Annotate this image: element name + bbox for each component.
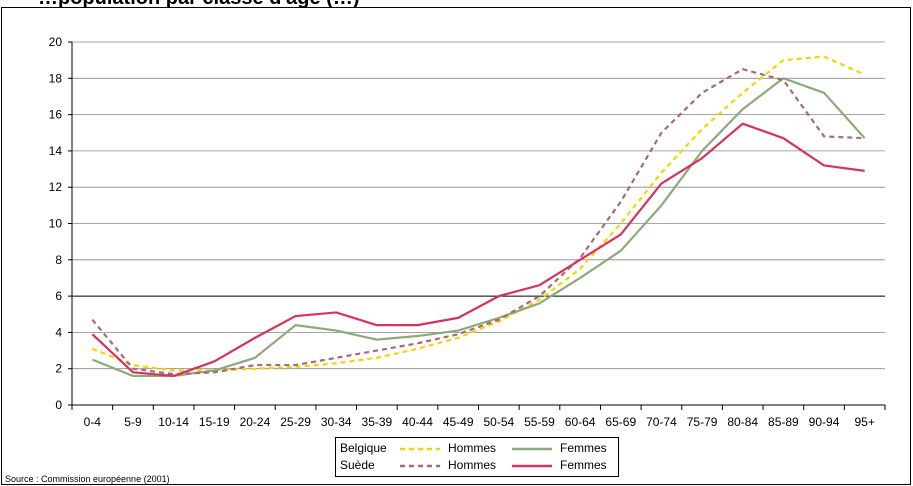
y-tick-label: 20	[49, 35, 63, 49]
y-tick-label: 14	[49, 144, 63, 158]
x-tick-label: 55-59	[524, 415, 555, 429]
x-tick-label: 65-69	[605, 415, 636, 429]
x-tick-label: 60-64	[565, 415, 596, 429]
y-tick-label: 0	[55, 398, 62, 412]
x-tick-label: 45-49	[443, 415, 474, 429]
x-tick-label: 95+	[854, 415, 874, 429]
y-tick-label: 10	[49, 217, 63, 231]
chart-frame	[1, 7, 911, 485]
series-lines	[91, 55, 866, 378]
legend-label-belgique-hommes: Hommes	[448, 441, 497, 455]
x-tick-label: 0-4	[84, 415, 102, 429]
series-line-belgique-femmes	[91, 77, 866, 378]
y-tick-label: 6	[55, 289, 62, 303]
source-note: Source : Commission européenne (2001)	[5, 474, 170, 484]
x-tick-label: 85-89	[768, 415, 799, 429]
x-tick-label: 50-54	[483, 415, 514, 429]
y-tick-label: 4	[55, 325, 62, 339]
x-tick-label: 40-44	[402, 415, 433, 429]
x-tick-label: 75-79	[687, 415, 718, 429]
x-tick-label: 80-84	[727, 415, 758, 429]
x-tick-label: 15-19	[199, 415, 230, 429]
legend-swatch-belgique-femmes	[512, 447, 552, 451]
x-tick-label: 10-14	[158, 415, 189, 429]
x-axis-ticks: 0-4 5-9 10-14 15-19 20-24 25-29 30-34 35-39 40-4…	[71, 405, 886, 429]
x-tick-label: 90-94	[809, 415, 840, 429]
legend-label-suede-hommes: Hommes	[448, 458, 497, 472]
legend-swatch-suede-hommes	[400, 464, 440, 468]
y-tick-label: 16	[49, 108, 63, 122]
y-tick-label: 2	[55, 362, 62, 376]
x-tick-label: 5-9	[124, 415, 142, 429]
x-tick-label: 30-34	[321, 415, 352, 429]
x-tick-label: 70-74	[646, 415, 677, 429]
series-line-sude-hommes	[91, 68, 865, 376]
legend-swatch-belgique-hommes	[400, 447, 440, 451]
legend: Belgique Hommes Femmes Suède Hommes Femm…	[335, 437, 619, 477]
legend-group-suede: Suède	[340, 458, 375, 472]
legend-swatch-suede-femmes	[512, 464, 552, 468]
x-tick-label: 35-39	[362, 415, 393, 429]
x-tick-label: 20-24	[240, 415, 271, 429]
y-tick-label: 12	[49, 180, 63, 194]
gridlines	[72, 41, 885, 370]
x-tick-label: 25-29	[280, 415, 311, 429]
y-tick-label: 18	[49, 71, 63, 85]
legend-label-suede-femmes: Femmes	[560, 458, 607, 472]
axes	[71, 42, 885, 406]
series-line-sude-femmes	[91, 122, 865, 378]
chart-title: …population par classe d'âge (…)	[0, 0, 913, 10]
y-tick-label: 8	[55, 253, 62, 267]
legend-label-belgique-femmes: Femmes	[560, 441, 607, 455]
legend-group-belgique: Belgique	[340, 441, 387, 455]
y-axis-ticks: 0 2 4 6 8 10 12 14 16 18 20	[49, 35, 72, 412]
